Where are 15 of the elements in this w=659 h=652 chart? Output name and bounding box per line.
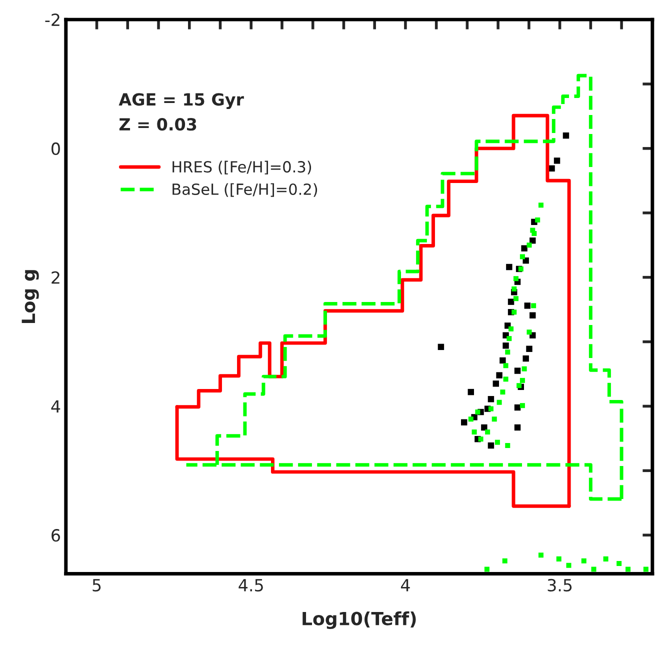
y-tick-label: 4 [51,400,60,413]
legend-label: BaSeL ([Fe/H]=0.2) [172,183,318,197]
y-axis-title: Log g [22,270,39,324]
legend-label: HRES ([Fe/H]=0.3) [172,160,312,174]
y-tick-label: -2 [45,14,60,26]
x-tick-label: 3.5 [548,578,572,592]
x-axis-title: Log10(Teff) [302,611,416,630]
annotation: Z = 0.03 [119,118,196,131]
x-tick-label: 5 [92,579,101,592]
x-tick-label: 4 [400,579,410,592]
annotation: AGE = 15 Gyr [118,93,244,110]
y-tick-label: 0 [52,142,60,156]
x-tick-label: 4.5 [238,579,263,592]
y-tick-label: 2 [52,271,60,284]
y-tick-label: 6 [52,529,60,542]
